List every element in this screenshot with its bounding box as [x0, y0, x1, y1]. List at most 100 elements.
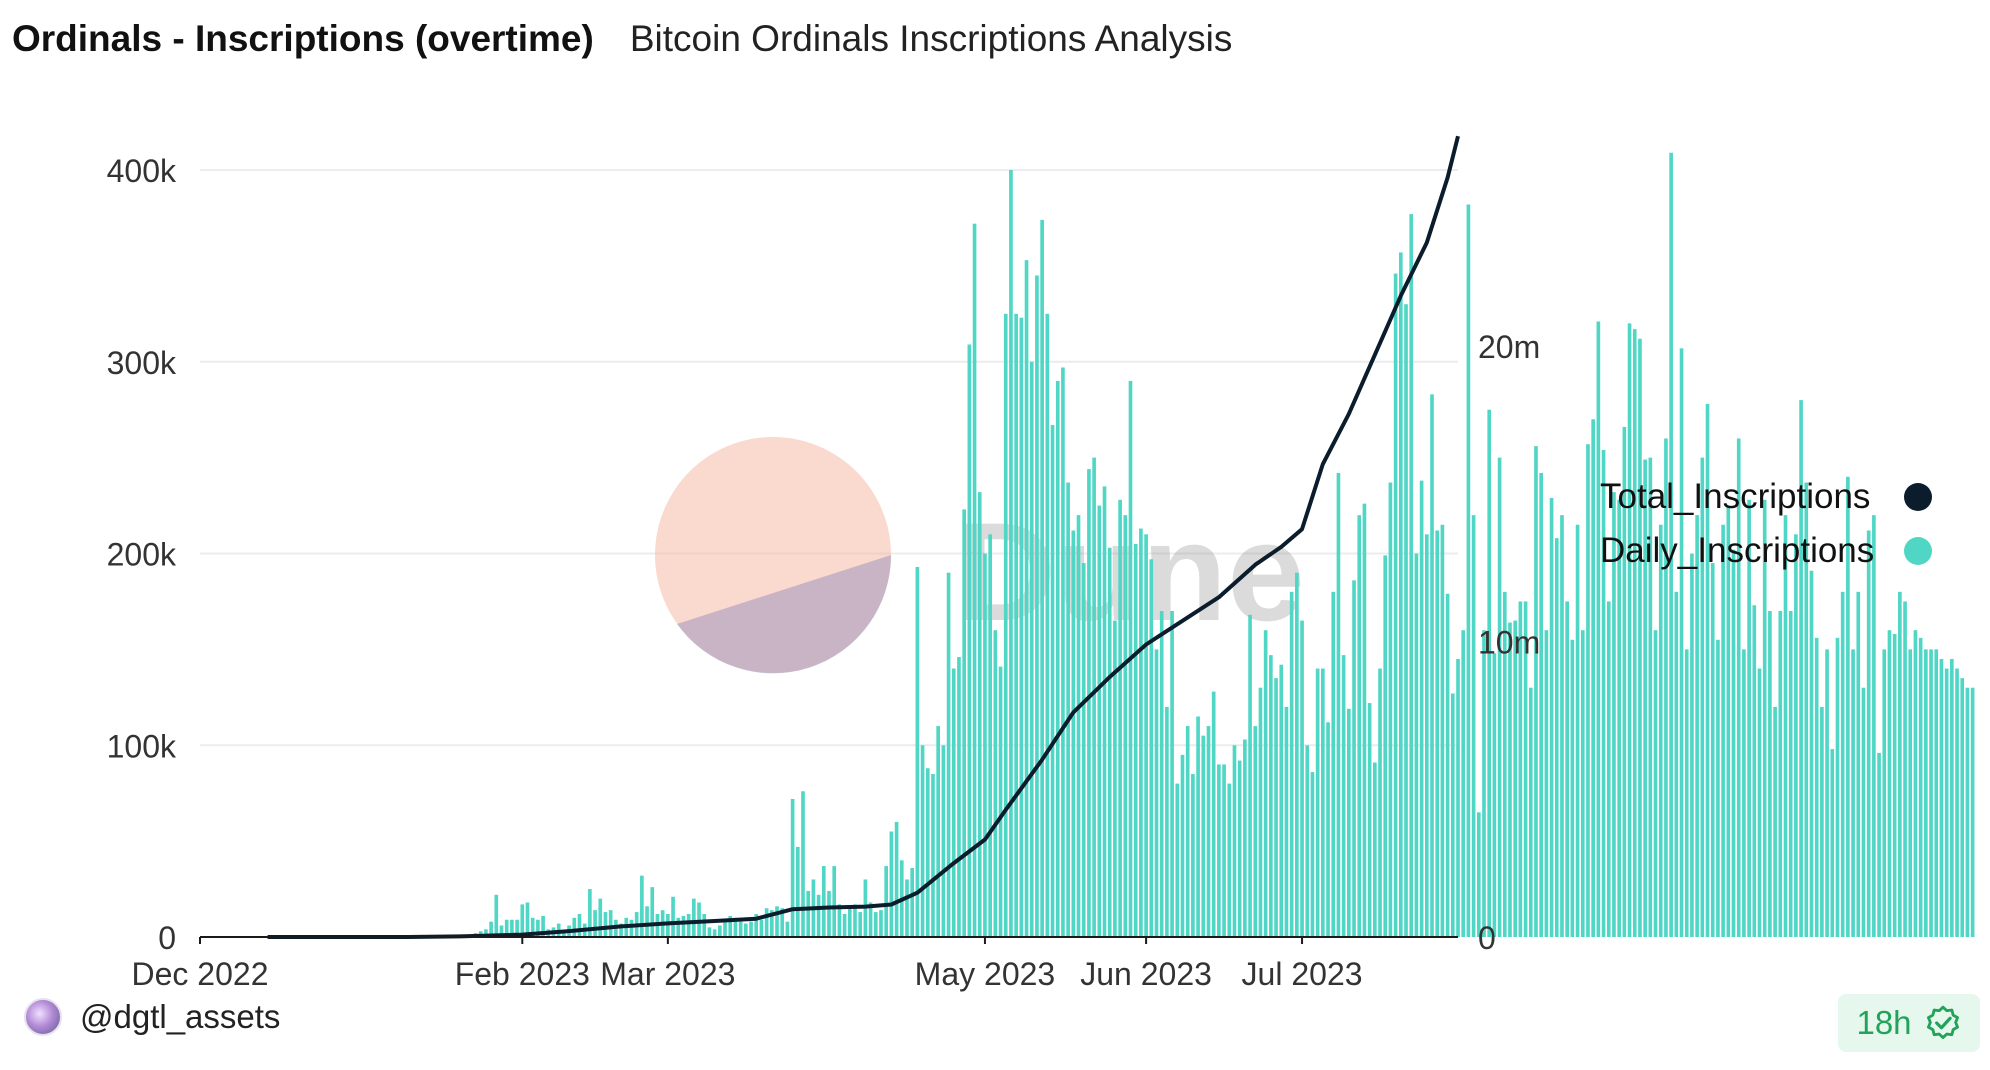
daily-bar [1872, 515, 1876, 937]
daily-bar [827, 890, 831, 937]
daily-bar [920, 745, 925, 937]
daily-bar [1788, 611, 1793, 937]
daily-bar [1227, 783, 1232, 937]
daily-bar [1378, 668, 1382, 937]
daily-bar [1960, 678, 1965, 937]
daily-bar [733, 917, 738, 937]
daily-bar [858, 912, 863, 937]
x-tick-label: Dec 2022 [132, 956, 269, 992]
daily-bar [1347, 708, 1351, 937]
avatar [24, 998, 62, 1036]
daily-bar [1159, 611, 1164, 937]
daily-bar [884, 866, 889, 937]
daily-bar [1237, 760, 1242, 937]
daily-bar [1331, 591, 1336, 937]
legend-item-daily[interactable]: Daily_Inscriptions [1600, 524, 1932, 578]
daily-bar [853, 904, 857, 937]
daily-bar [1243, 739, 1247, 937]
daily-bar [1029, 361, 1034, 937]
x-tick-label: Mar 2023 [600, 956, 735, 992]
daily-bar [1497, 457, 1502, 937]
daily-bar [1352, 580, 1356, 937]
daily-bar [1643, 459, 1647, 937]
daily-bar [1658, 524, 1663, 937]
legend-label-total: Total_Inscriptions [1600, 477, 1871, 516]
daily-bar [1669, 152, 1673, 937]
daily-bar [1632, 329, 1637, 938]
daily-bar [728, 915, 733, 937]
daily-bar [1201, 735, 1206, 937]
daily-bar [1341, 655, 1346, 937]
daily-bar [1705, 403, 1710, 937]
daily-bar [1440, 524, 1445, 937]
daily-bar [1461, 630, 1466, 937]
legend-item-total[interactable]: Total_Inscriptions [1600, 470, 1932, 524]
daily-bar [1263, 630, 1268, 937]
daily-bar [806, 890, 811, 937]
daily-bar [1747, 499, 1751, 937]
daily-bar [744, 923, 748, 937]
daily-bar [1274, 678, 1278, 937]
legend-dot-daily [1904, 537, 1932, 565]
daily-bar [983, 553, 987, 937]
daily-bar [1321, 668, 1325, 937]
daily-bar [941, 745, 946, 937]
daily-bar [1071, 530, 1076, 937]
author[interactable]: @dgtl_assets [24, 998, 280, 1036]
y-axis-right: 0 10m 20m [1478, 329, 1540, 956]
daily-bar [1565, 601, 1569, 937]
daily-bar [676, 917, 681, 937]
daily-bar [759, 919, 764, 937]
daily-bar [801, 791, 805, 937]
daily-bar [1539, 472, 1543, 937]
daily-bar [1367, 703, 1372, 937]
daily-bar [1492, 653, 1497, 937]
x-tick-label: Jun 2023 [1080, 956, 1212, 992]
daily-bar [718, 925, 722, 937]
daily-bar [1269, 655, 1273, 937]
daily-bar [1414, 553, 1419, 937]
daily-bar [1580, 630, 1585, 937]
daily-bar [879, 910, 883, 937]
daily-bar [1222, 764, 1226, 937]
daily-bar [1762, 499, 1767, 937]
daily-bar [1003, 313, 1008, 937]
daily-bar [671, 896, 675, 937]
daily-bar [1773, 706, 1777, 937]
daily-bar [1768, 611, 1772, 937]
daily-bar [1731, 549, 1736, 937]
x-tick-label: Feb 2023 [455, 956, 590, 992]
daily-bar [972, 223, 977, 937]
daily-bar [1445, 593, 1450, 937]
daily-bar [1133, 543, 1138, 937]
daily-bar [1211, 691, 1216, 937]
daily-bar [1742, 649, 1746, 937]
x-axis: Dec 2022 Feb 2023 Mar 2023 May 2023 Jun 2023… [132, 936, 1458, 992]
daily-bar [1435, 530, 1440, 937]
daily-bar [1778, 611, 1783, 937]
daily-bar [1560, 515, 1564, 937]
daily-bar [1970, 687, 1975, 937]
daily-bar [1575, 524, 1580, 937]
daily-bar [1185, 726, 1190, 937]
daily-bar [686, 913, 691, 937]
daily-bar [769, 910, 774, 937]
daily-bar [1814, 637, 1819, 937]
daily-bar [562, 931, 566, 937]
daily-bar [1175, 783, 1180, 937]
y-left-tick-label: 200k [107, 537, 177, 573]
daily-bar [1196, 716, 1200, 937]
chart-subtitle: Bitcoin Ordinals Inscriptions Analysis [629, 18, 1233, 59]
daily-bar [1009, 170, 1013, 937]
daily-bar [1534, 446, 1538, 937]
daily-bar [1404, 304, 1408, 938]
daily-bar [1861, 687, 1866, 937]
refresh-badge[interactable]: 18h [1838, 994, 1980, 1052]
daily-bar [541, 915, 545, 937]
daily-bar [988, 534, 992, 937]
chart-title: Ordinals - Inscriptions (overtime) [12, 18, 594, 59]
daily-bar [1035, 275, 1039, 937]
daily-bar [1081, 563, 1086, 937]
daily-bar [1102, 486, 1107, 937]
daily-bar [1107, 547, 1112, 937]
